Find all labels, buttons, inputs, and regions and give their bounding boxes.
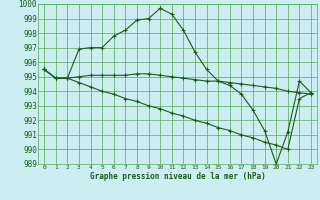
X-axis label: Graphe pression niveau de la mer (hPa): Graphe pression niveau de la mer (hPa) bbox=[90, 172, 266, 181]
